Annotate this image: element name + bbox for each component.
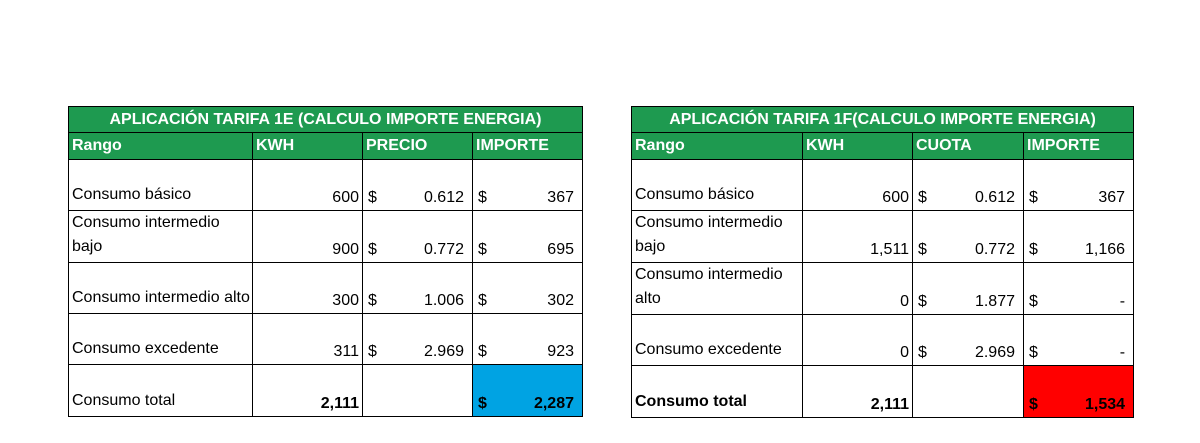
tarifa-1e-table: APLICACIÓN TARIFA 1E (CALCULO IMPORTE EN… xyxy=(68,106,583,417)
table-row: Consumo excedente 0 $2.969 $ - xyxy=(631,314,1135,366)
column-header-rango: Rango xyxy=(631,132,803,160)
price-value: 0.772 xyxy=(423,241,464,258)
amount-value: - xyxy=(1119,344,1126,361)
kwh-cell: 1,511 xyxy=(802,210,913,263)
amount-value: - xyxy=(1119,293,1126,310)
amount-cell: $ - xyxy=(1022,262,1135,315)
currency-symbol: $ xyxy=(368,292,377,309)
table-row: Consumo excedente 311 $2.969 $923 xyxy=(68,313,583,365)
kwh-cell: 300 xyxy=(252,262,363,314)
row-label: Consumo intermedio bajo xyxy=(68,210,253,263)
amount-cell: $367 xyxy=(1022,159,1135,211)
row-label: Consumo excedente xyxy=(631,314,803,366)
amount-cell: $367 xyxy=(472,159,583,211)
price-value: 1.006 xyxy=(423,292,464,309)
amount-cell: $695 xyxy=(472,210,583,263)
price-cell: $0.772 xyxy=(912,210,1024,263)
currency-symbol: $ xyxy=(478,189,487,206)
kwh-cell: 600 xyxy=(252,159,363,211)
amount-value: 923 xyxy=(547,343,574,360)
table-title: APLICACIÓN TARIFA 1E (CALCULO IMPORTE EN… xyxy=(68,106,583,133)
table-row: Consumo intermedio bajo 900 $0.772 $695 xyxy=(68,210,583,263)
amount-cell: $923 xyxy=(472,313,583,365)
table-row: Consumo intermedio bajo 1,511 $0.772 $1,… xyxy=(631,210,1135,263)
kwh-cell: 311 xyxy=(252,313,363,365)
total-label: Consumo total xyxy=(631,365,803,418)
currency-symbol: $ xyxy=(1029,241,1038,258)
total-amount-cell: $1,534 xyxy=(1022,365,1135,418)
amount-cell: $ - xyxy=(1022,314,1135,366)
total-amount: 2,287 xyxy=(533,395,574,412)
currency-symbol: $ xyxy=(918,189,927,206)
price-value: 2.969 xyxy=(423,343,464,360)
total-amount-cell: $2,287 xyxy=(472,364,583,417)
currency-symbol: $ xyxy=(368,241,377,258)
amount-value: 302 xyxy=(547,292,574,309)
row-label: Consumo intermedio alto xyxy=(631,262,803,315)
currency-symbol: $ xyxy=(1029,189,1038,206)
price-cell: $0.612 xyxy=(362,159,473,211)
tarifa-1f-table: APLICACIÓN TARIFA 1F(CALCULO IMPORTE ENE… xyxy=(630,106,1135,418)
currency-symbol: $ xyxy=(918,344,927,361)
price-cell: $2.969 xyxy=(362,313,473,365)
amount-cell: $302 xyxy=(472,262,583,314)
currency-symbol: $ xyxy=(478,395,487,412)
amount-value: 367 xyxy=(547,189,574,206)
empty-cell xyxy=(362,364,473,417)
column-header-cuota: CUOTA xyxy=(912,132,1024,160)
amount-cell: $1,166 xyxy=(1022,210,1135,263)
row-label: Consumo básico xyxy=(631,159,803,211)
price-value: 0.612 xyxy=(423,189,464,206)
currency-symbol: $ xyxy=(1029,293,1038,310)
currency-symbol: $ xyxy=(1029,396,1038,413)
amount-value: 367 xyxy=(1098,189,1126,206)
row-label: Consumo intermedio alto xyxy=(68,262,253,314)
row-label: Consumo excedente xyxy=(68,313,253,365)
price-cell: $1.006 xyxy=(362,262,473,314)
table-row: Consumo básico 600 $0.612 $367 xyxy=(68,159,583,211)
kwh-cell: 900 xyxy=(252,210,363,263)
column-header-precio: PRECIO xyxy=(362,132,473,160)
kwh-cell: 0 xyxy=(802,314,913,366)
kwh-cell: 0 xyxy=(802,262,913,315)
amount-value: 1,166 xyxy=(1084,241,1126,258)
currency-symbol: $ xyxy=(918,293,927,310)
column-header-kwh: KWH xyxy=(802,132,913,160)
currency-symbol: $ xyxy=(1029,344,1038,361)
currency-symbol: $ xyxy=(478,292,487,309)
price-cell: $2.969 xyxy=(912,314,1024,366)
table-row: Consumo intermedio alto 300 $1.006 $302 xyxy=(68,262,583,314)
total-row: Consumo total 2,111 $2,287 xyxy=(68,364,583,417)
table-row: Consumo básico 600 $0.612 $367 xyxy=(631,159,1135,211)
price-value: 0.612 xyxy=(974,189,1015,206)
currency-symbol: $ xyxy=(368,189,377,206)
price-value: 0.772 xyxy=(974,241,1015,258)
price-cell: $1.877 xyxy=(912,262,1024,315)
row-label: Consumo básico xyxy=(68,159,253,211)
currency-symbol: $ xyxy=(478,343,487,360)
column-header-rango: Rango xyxy=(68,132,253,160)
column-header-importe: IMPORTE xyxy=(1022,132,1135,160)
kwh-cell: 600 xyxy=(802,159,913,211)
price-cell: $0.612 xyxy=(912,159,1024,211)
currency-symbol: $ xyxy=(478,241,487,258)
currency-symbol: $ xyxy=(918,241,927,258)
total-kwh: 2,111 xyxy=(252,364,363,417)
total-row: Consumo total 2,111 $1,534 xyxy=(631,365,1135,418)
total-label: Consumo total xyxy=(68,364,253,417)
column-header-kwh: KWH xyxy=(252,132,363,160)
amount-value: 695 xyxy=(547,241,574,258)
table-row: Consumo intermedio alto 0 $1.877 $ - xyxy=(631,262,1135,315)
empty-cell xyxy=(912,365,1024,418)
row-label: Consumo intermedio bajo xyxy=(631,210,803,263)
total-kwh: 2,111 xyxy=(802,365,913,418)
total-amount: 1,534 xyxy=(1084,396,1126,413)
column-header-importe: IMPORTE xyxy=(472,132,583,160)
price-value: 2.969 xyxy=(974,344,1015,361)
currency-symbol: $ xyxy=(368,343,377,360)
price-value: 1.877 xyxy=(974,293,1015,310)
table-title: APLICACIÓN TARIFA 1F(CALCULO IMPORTE ENE… xyxy=(630,106,1135,133)
price-cell: $0.772 xyxy=(362,210,473,263)
